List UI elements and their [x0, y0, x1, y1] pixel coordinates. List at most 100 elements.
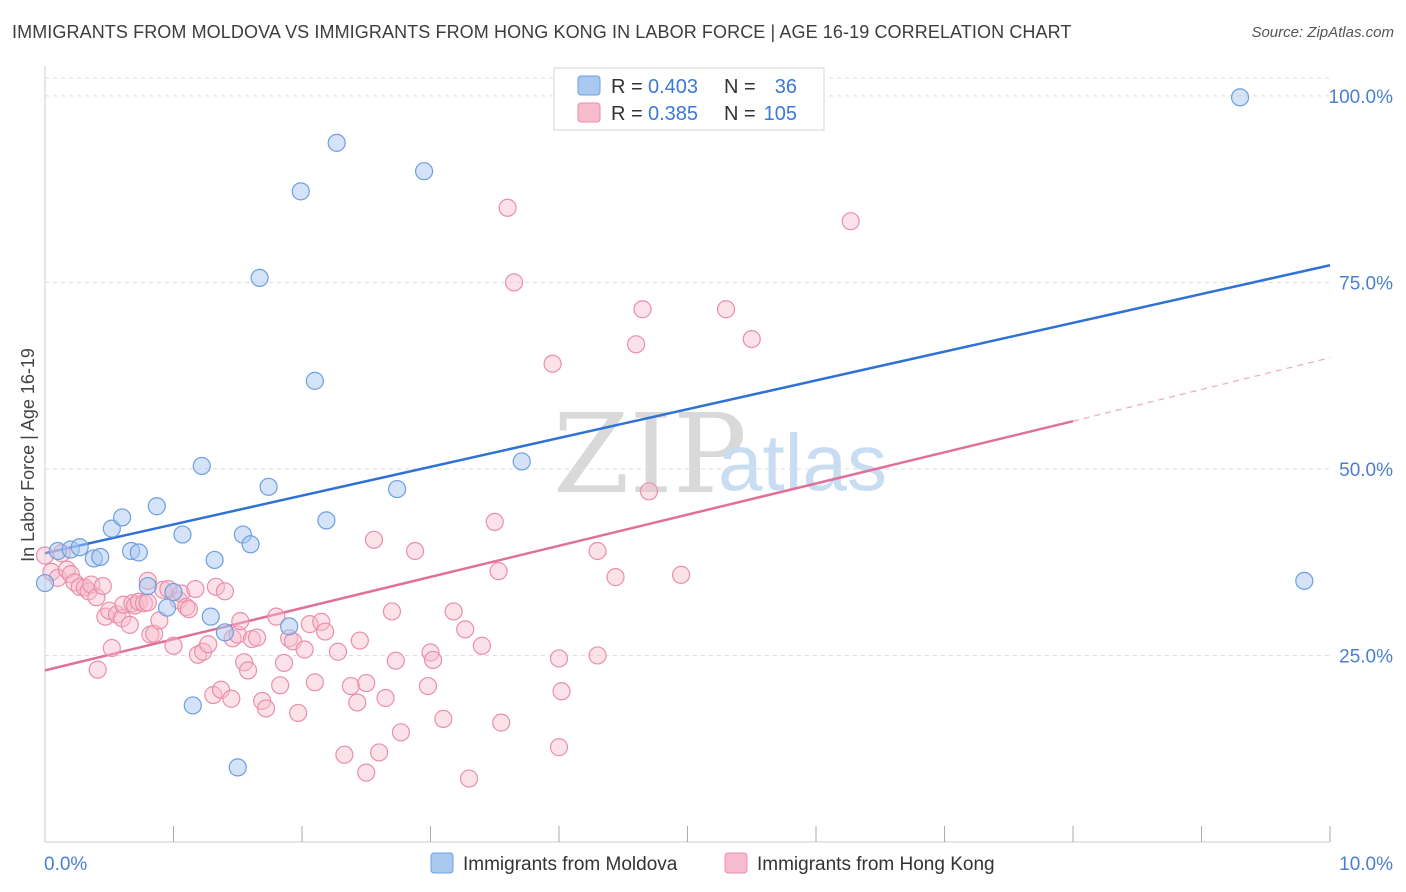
point-hongkong [238, 661, 258, 680]
point-moldova [147, 497, 166, 516]
point-hongkong [267, 607, 286, 626]
watermark-atlas: atlas [718, 418, 887, 507]
legend-n-value-moldova: 36 [775, 76, 797, 98]
legend-n-label-moldova: N = [724, 76, 756, 98]
point-hongkong [222, 689, 241, 708]
point-hongkong [70, 577, 89, 596]
point-hongkong [102, 638, 121, 658]
legend-r-value-moldova: 0.403 [648, 76, 698, 98]
point-moldova [317, 511, 336, 530]
point-moldova [512, 452, 531, 471]
point-hongkong [606, 568, 625, 587]
bottom-legend-label-hongkong: Immigrants from Hong Kong [757, 854, 995, 875]
point-hongkong [444, 602, 463, 621]
trend-lines [44, 264, 1331, 672]
point-hongkong [459, 769, 479, 788]
point-moldova [201, 607, 220, 626]
point-hongkong [391, 723, 411, 742]
point-moldova [192, 456, 211, 476]
watermark: ZIP atlas [553, 390, 887, 518]
legend-r-value-hongkong: 0.385 [648, 103, 698, 125]
point-hongkong [295, 640, 314, 659]
point-moldova [173, 525, 192, 544]
point-hongkong [348, 693, 367, 712]
x-tick-label-0: 0.0% [44, 854, 87, 875]
legend-swatch-moldova [577, 75, 601, 96]
point-hongkong [350, 631, 369, 650]
point-hongkong [93, 576, 112, 596]
point-hongkong [386, 651, 405, 670]
point-moldova [280, 617, 299, 636]
point-hongkong [434, 709, 453, 728]
point-moldova [1230, 88, 1250, 107]
point-hongkong [588, 646, 607, 665]
point-hongkong [206, 577, 226, 596]
point-hongkong [549, 649, 569, 668]
point-hongkong [231, 612, 250, 631]
series-legend: Immigrants from Moldova Immigrants from … [430, 852, 995, 875]
point-moldova [91, 547, 110, 567]
y-axis-label: In Labor Force | Age 16-19 [18, 348, 38, 562]
watermark-zip: ZIP [553, 390, 747, 518]
point-hongkong [316, 622, 335, 641]
point-hongkong [489, 562, 508, 581]
chart-title: IMMIGRANTS FROM MOLDOVA VS IMMIGRANTS FR… [12, 22, 1072, 42]
point-hongkong [405, 541, 425, 561]
y-tick-label-1: 50.0% [1339, 460, 1393, 481]
point-hongkong [305, 673, 324, 692]
point-hongkong [164, 636, 183, 655]
point-moldova [327, 133, 346, 152]
point-moldova [35, 573, 55, 593]
trend-line-hongkong [44, 419, 1074, 672]
point-hongkong [215, 582, 234, 601]
point-hongkong [716, 300, 736, 319]
point-hongkong [671, 565, 691, 584]
point-hongkong [588, 541, 607, 561]
point-hongkong [376, 688, 395, 708]
point-hongkong [289, 703, 308, 723]
point-hongkong [549, 738, 569, 757]
trend-line-hongkong-extension [1072, 357, 1331, 422]
point-moldova [102, 519, 121, 538]
point-hongkong [382, 602, 402, 621]
point-hongkong [247, 628, 267, 647]
point-hongkong [177, 597, 196, 617]
point-hongkong [418, 676, 438, 696]
point-moldova [259, 477, 278, 496]
legend-n-label-hongkong: N = [724, 103, 756, 125]
x-tick-label-1: 10.0% [1339, 854, 1393, 875]
bottom-legend-swatch-moldova [430, 852, 454, 874]
point-moldova [241, 535, 260, 554]
point-hongkong [423, 650, 443, 670]
point-hongkong [186, 579, 205, 599]
point-moldova [291, 182, 310, 201]
point-hongkong [626, 335, 646, 354]
point-hongkong [328, 642, 348, 661]
point-moldova [129, 543, 148, 562]
point-hongkong [364, 530, 384, 549]
bottom-legend-label-moldova: Immigrants from Moldova [463, 854, 678, 875]
point-hongkong [485, 512, 504, 532]
point-moldova [183, 696, 202, 715]
legend-n-value-hongkong: 105 [764, 103, 797, 125]
point-hongkong [498, 198, 517, 217]
point-hongkong [120, 615, 139, 634]
axes [44, 66, 1331, 843]
point-hongkong [145, 624, 164, 643]
point-hongkong [742, 329, 761, 349]
point-hongkong [639, 482, 659, 501]
point-hongkong [274, 653, 294, 673]
point-hongkong [112, 609, 132, 628]
legend-r-label-hongkong: R = [611, 103, 643, 125]
point-hongkong [271, 676, 290, 695]
point-hongkong [138, 593, 157, 612]
point-moldova [164, 582, 183, 602]
point-moldova [414, 162, 434, 181]
point-hongkong [179, 600, 199, 619]
point-hongkong [456, 620, 475, 639]
x-tick-labels: 0.0% 10.0% [44, 854, 1393, 875]
point-hongkong [504, 273, 524, 292]
point-moldova [112, 508, 132, 527]
point-hongkong [633, 300, 652, 319]
